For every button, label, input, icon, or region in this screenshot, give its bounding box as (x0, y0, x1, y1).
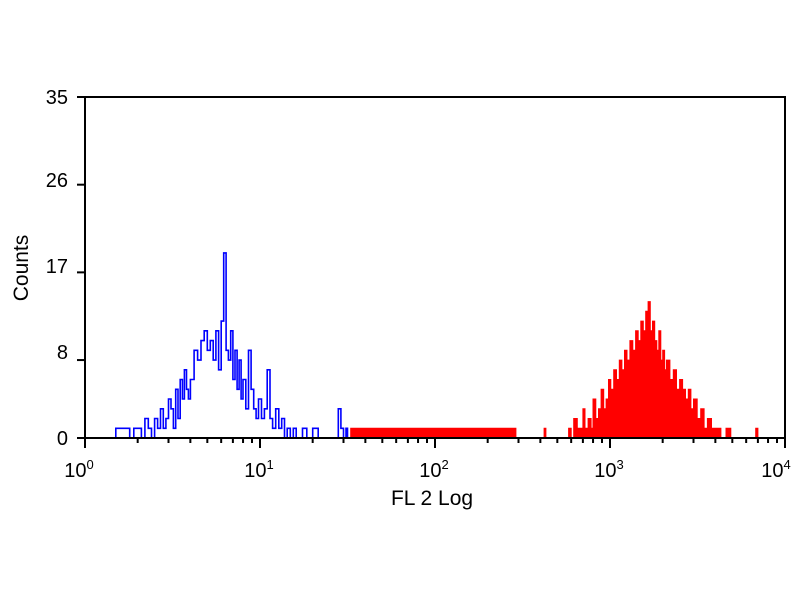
series-1-histogram (110, 252, 349, 439)
y-tick-label: 35 (46, 87, 68, 109)
x-tick-label: 102 (419, 457, 448, 482)
tick-layer (77, 96, 786, 448)
series-layer (110, 252, 760, 439)
x-tick-label: 100 (64, 457, 93, 482)
x-tick-label: 103 (594, 457, 623, 482)
y-tick-label: 17 (46, 256, 68, 278)
y-tick-label: 26 (46, 170, 68, 192)
x-tick-label: 104 (761, 457, 790, 482)
y-tick-label: 8 (57, 342, 68, 364)
x-axis-label: FL 2 Log (391, 487, 473, 510)
y-axis-label: Counts (10, 235, 33, 302)
series-2-histogram (350, 301, 760, 439)
y-tick-label: 0 (57, 428, 68, 450)
x-tick-label: 101 (244, 457, 273, 482)
